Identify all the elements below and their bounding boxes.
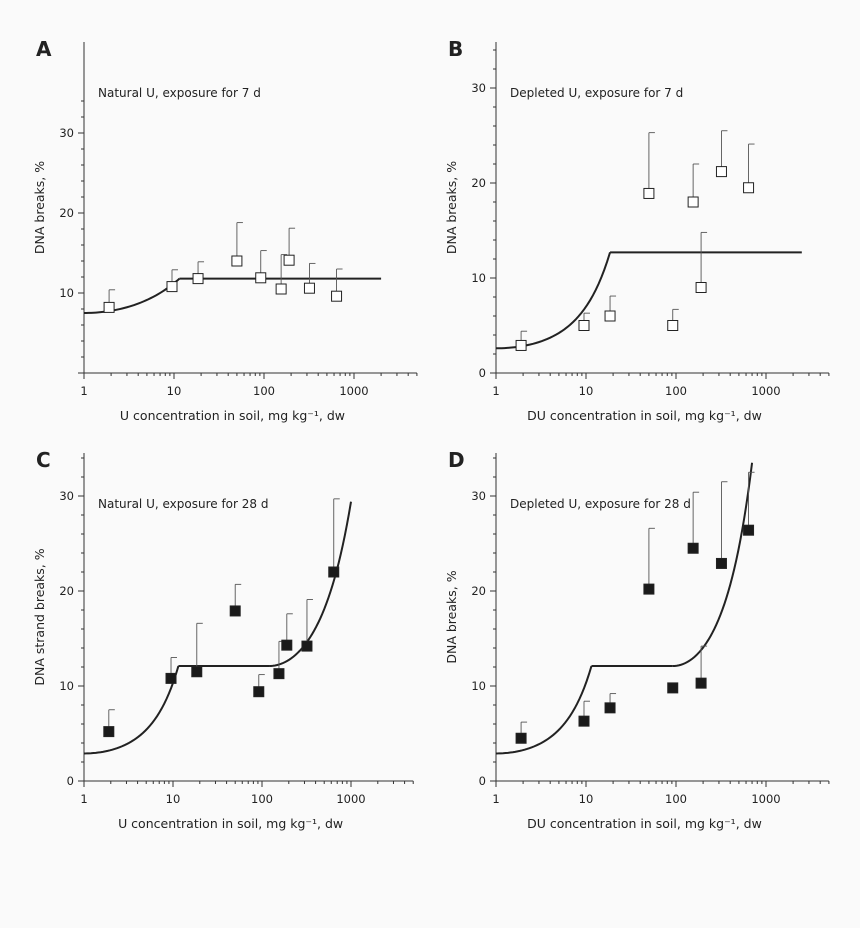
data-point-filled-square [191,666,203,678]
data-point-filled-square [687,542,699,554]
x-tick-label: 1 [492,792,499,806]
data-point-filled-square [281,639,293,651]
data-point-open-square [331,290,343,302]
y-tick-label: 0 [479,774,486,788]
data-point-open-square [687,196,699,208]
data-point-open-square [231,255,243,267]
fit-curve-segment [672,462,754,668]
y-axis-label: DNA breaks, % [444,570,459,663]
data-point-filled-square [253,686,265,698]
y-tick-label: 30 [59,126,74,140]
data-point-filled-square [743,524,755,536]
x-tick-label: 100 [665,792,687,806]
data-point-open-square [283,254,295,266]
panel-d: D 0 10 20 30 1 10 100 1000 DU concentration in so… [444,448,830,831]
x-tick-label: 10 [579,792,594,806]
data-point-open-square [715,166,727,178]
panel-letter: D [448,448,465,472]
data-point-open-square [166,281,178,293]
data-point-filled-square [229,605,241,617]
fit-curve-segment [495,252,612,350]
y-axis-label: DNA breaks, % [32,161,47,254]
data-point-open-square [275,283,287,295]
x-tick-label: 10 [167,384,182,398]
panel-letter: B [448,37,463,61]
x-axis-label: U concentration in soil, mg kg⁻¹, dw [120,408,345,423]
data-point-open-square [103,301,115,313]
x-tick-label: 100 [251,792,273,806]
y-tick-label: 20 [471,176,486,190]
y-tick-label: 10 [59,679,74,693]
y-tick-label: 10 [471,679,486,693]
y-tick-label: 20 [471,584,486,598]
x-tick-label: 100 [253,384,275,398]
y-tick-label: 10 [59,286,74,300]
data-point-open-square [303,282,315,294]
data-point-filled-square [695,677,707,689]
x-tick-label: 1000 [336,792,365,806]
y-axis-label: DNA strand breaks, % [32,548,47,685]
fit-curve-segment [83,665,180,755]
data-point-filled-square [328,566,340,578]
panel-note: Depleted U, exposure for 28 d [510,497,691,511]
x-tick-label: 1000 [339,384,368,398]
data-point-filled-square [667,682,679,694]
data-point-filled-square [301,640,313,652]
data-point-open-square [743,182,755,194]
data-point-filled-square [273,668,285,680]
data-point-filled-square [103,726,115,738]
x-tick-label: 1 [80,792,87,806]
x-tick-label: 1 [492,384,499,398]
panel-note: Natural U, exposure for 28 d [98,497,268,511]
panel-note: Natural U, exposure for 7 d [98,86,261,100]
data-point-filled-square [715,557,727,569]
x-axis-label: DU concentration in soil, mg kg⁻¹, dw [527,816,762,831]
data-point-filled-square [604,702,616,714]
data-point-open-square [255,272,267,284]
x-tick-label: 1000 [751,384,780,398]
y-tick-label: 20 [59,206,74,220]
fit-curve-segment [495,665,593,755]
panel-a: A 10 20 30 1 10 100 1000 U concentration in soil… [32,37,418,423]
x-axis-label: DU concentration in soil, mg kg⁻¹, dw [527,408,762,423]
data-point-open-square [604,310,616,322]
y-axis-label: DNA breaks, % [444,161,459,254]
panel-c: C 0 10 20 30 1 10 100 1000 U concentration in soi… [32,448,414,831]
panel-letter: C [36,448,51,472]
y-tick-label: 0 [479,366,486,380]
data-point-filled-square [643,583,655,595]
data-point-filled-square [165,672,177,684]
data-point-open-square [578,320,590,331]
panel-b: B 0 10 20 30 1 10 100 1000 DU concentration in so… [444,37,830,423]
data-point-open-square [643,187,655,199]
y-tick-label: 30 [471,81,486,95]
y-tick-label: 10 [471,271,486,285]
y-tick-label: 20 [59,584,74,598]
data-point-open-square [695,282,707,293]
data-point-open-square [515,339,527,351]
data-point-open-square [667,320,679,331]
panel-note: Depleted U, exposure for 7 d [510,86,683,100]
data-point-filled-square [515,732,527,744]
fit-curve-segment [83,277,181,314]
y-tick-label: 30 [59,489,74,503]
data-point-open-square [192,273,204,285]
x-tick-label: 10 [579,384,594,398]
x-tick-label: 10 [166,792,181,806]
data-point-filled-square [578,715,590,727]
x-tick-label: 100 [665,384,687,398]
y-tick-label: 0 [67,774,74,788]
x-axis-label: U concentration in soil, mg kg⁻¹, dw [118,816,343,831]
panel-letter: A [36,37,52,61]
x-tick-label: 1000 [751,792,780,806]
x-tick-label: 1 [80,384,87,398]
y-tick-label: 30 [471,489,486,503]
